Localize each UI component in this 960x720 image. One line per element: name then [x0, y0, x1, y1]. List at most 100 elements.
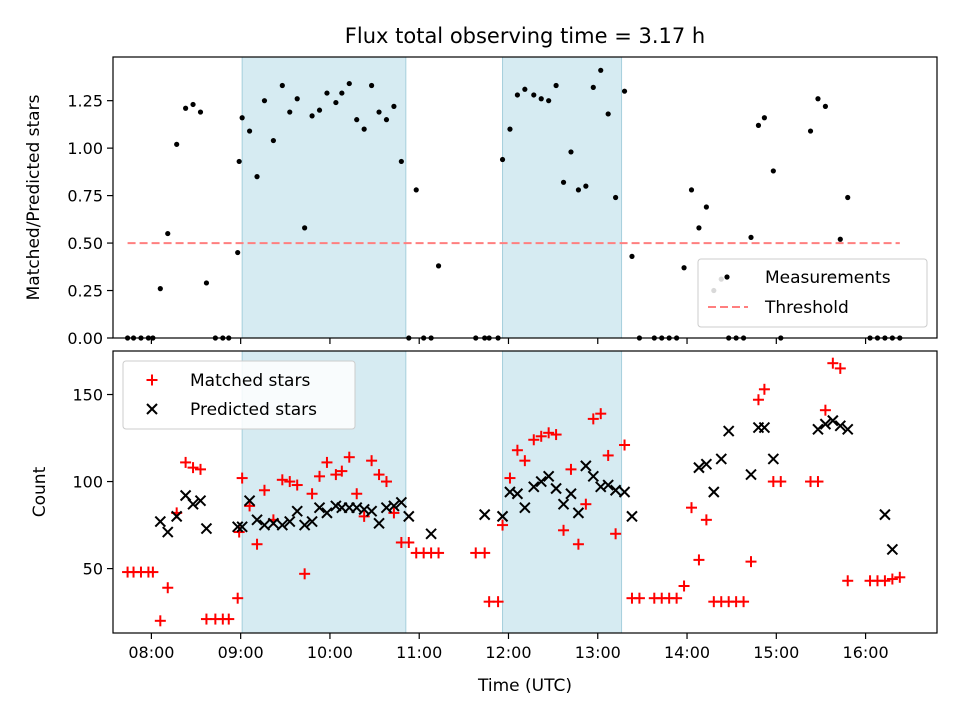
measurement-point — [770, 168, 776, 174]
matched-star-point — [879, 575, 891, 587]
x-tick-label: 08:00 — [128, 643, 174, 662]
x-stroke — [154, 515, 167, 528]
measurement-point — [522, 86, 528, 92]
matched-star-point — [827, 357, 839, 369]
x-stroke — [626, 510, 638, 523]
measurement-point — [629, 253, 635, 259]
x-stroke — [886, 543, 899, 556]
measurement-point — [157, 286, 163, 292]
predicted-star-point — [313, 501, 326, 514]
predicted-star-point — [519, 501, 531, 514]
y-tick-label: 50 — [83, 560, 103, 579]
matched-star-point — [314, 470, 326, 482]
x-tick-label: 09:00 — [218, 643, 264, 662]
predicted-star-point — [496, 510, 509, 523]
measurement-point — [507, 126, 513, 132]
matched-star-point — [738, 596, 750, 608]
count-y-axis-label: Count — [30, 466, 50, 517]
x-tick-label: 12:00 — [485, 643, 531, 662]
predicted-star-point — [258, 519, 271, 531]
x-stroke — [535, 475, 547, 488]
matched-star-point — [497, 519, 509, 531]
x-tick-label: 14:00 — [664, 643, 710, 662]
predicted-star-point — [528, 481, 540, 493]
measurement-point — [681, 265, 687, 271]
ratio-legend: Measurements Threshold — [697, 258, 928, 328]
x-stroke — [565, 488, 577, 500]
x-stroke — [767, 453, 780, 465]
measurement-point — [748, 234, 754, 240]
matched-star-point — [433, 547, 445, 559]
measurement-point — [391, 103, 397, 109]
predicted-star-point — [251, 514, 263, 526]
matched-star-point — [752, 394, 764, 406]
measurement-point — [383, 117, 390, 123]
ratio-axes-frame — [112, 56, 938, 339]
x-stroke — [200, 522, 213, 535]
figure-title: Flux total observing time = 3.17 h — [345, 24, 705, 48]
x-stroke — [557, 498, 570, 510]
matched-star-point — [595, 408, 607, 420]
predicted-star-point — [231, 521, 244, 533]
measurement-point — [279, 82, 285, 89]
matched-star-point — [366, 455, 378, 467]
matched-star-point — [244, 500, 256, 512]
predicted-star-point — [700, 458, 713, 470]
matched-star-point — [251, 538, 263, 550]
ratio-x-ticks — [150, 338, 867, 344]
y-tick-label: 0.00 — [67, 329, 103, 348]
measurement-point — [696, 225, 702, 231]
measurement-point — [613, 194, 619, 201]
measurement-point — [254, 174, 260, 180]
measurement-point — [688, 187, 695, 193]
predicted-star-point — [886, 543, 899, 556]
x-stroke — [542, 470, 555, 483]
y-tick-label: 0.25 — [67, 282, 103, 301]
count-x-axis-label: Time (UTC) — [477, 676, 572, 696]
matched-star-point — [154, 615, 166, 627]
measurement-point — [309, 113, 315, 119]
legend-x-marker — [146, 403, 158, 415]
measurement-point — [590, 84, 596, 90]
x-stroke — [365, 505, 378, 517]
x-stroke — [745, 468, 757, 481]
y-tick-label: 0.50 — [67, 234, 103, 253]
legend-dot-marker — [724, 274, 730, 280]
y-tick-label: 100 — [72, 473, 103, 492]
count-points — [122, 357, 906, 627]
x-stroke — [550, 482, 562, 495]
predicted-star-point — [550, 482, 562, 495]
matched-star-point — [633, 592, 645, 604]
ratio-shaded-intervals — [241, 56, 623, 339]
x-tick-label: 16:00 — [843, 643, 889, 662]
measurement-point — [203, 280, 210, 286]
predicted-star-point — [693, 461, 705, 474]
predicted-star-point — [767, 453, 780, 465]
measurement-point — [435, 263, 442, 269]
x-stroke — [380, 501, 393, 514]
x-stroke — [179, 489, 192, 502]
measurement-point — [261, 98, 268, 104]
measurement-point — [815, 96, 821, 102]
x-stroke — [146, 403, 158, 415]
shaded-interval — [502, 56, 623, 339]
matched-star-point — [678, 580, 690, 592]
x-stroke — [609, 484, 622, 496]
measurement-point — [761, 115, 768, 121]
x-stroke — [267, 517, 280, 530]
x-stroke — [170, 510, 183, 523]
predicted-star-point — [306, 515, 318, 528]
measurement-point — [287, 109, 293, 115]
measurement-point — [294, 96, 300, 102]
measurement-point — [755, 122, 762, 128]
x-stroke — [587, 470, 600, 483]
count-y-ticks: 50 100 150 — [72, 386, 113, 579]
x-stroke — [187, 498, 199, 510]
measurement-point — [236, 158, 242, 165]
x-stroke — [708, 486, 720, 498]
predicted-star-point — [557, 498, 570, 510]
predicted-star-point — [609, 484, 622, 496]
measurement-point — [531, 92, 537, 98]
x-tick-label: 13:00 — [575, 643, 621, 662]
